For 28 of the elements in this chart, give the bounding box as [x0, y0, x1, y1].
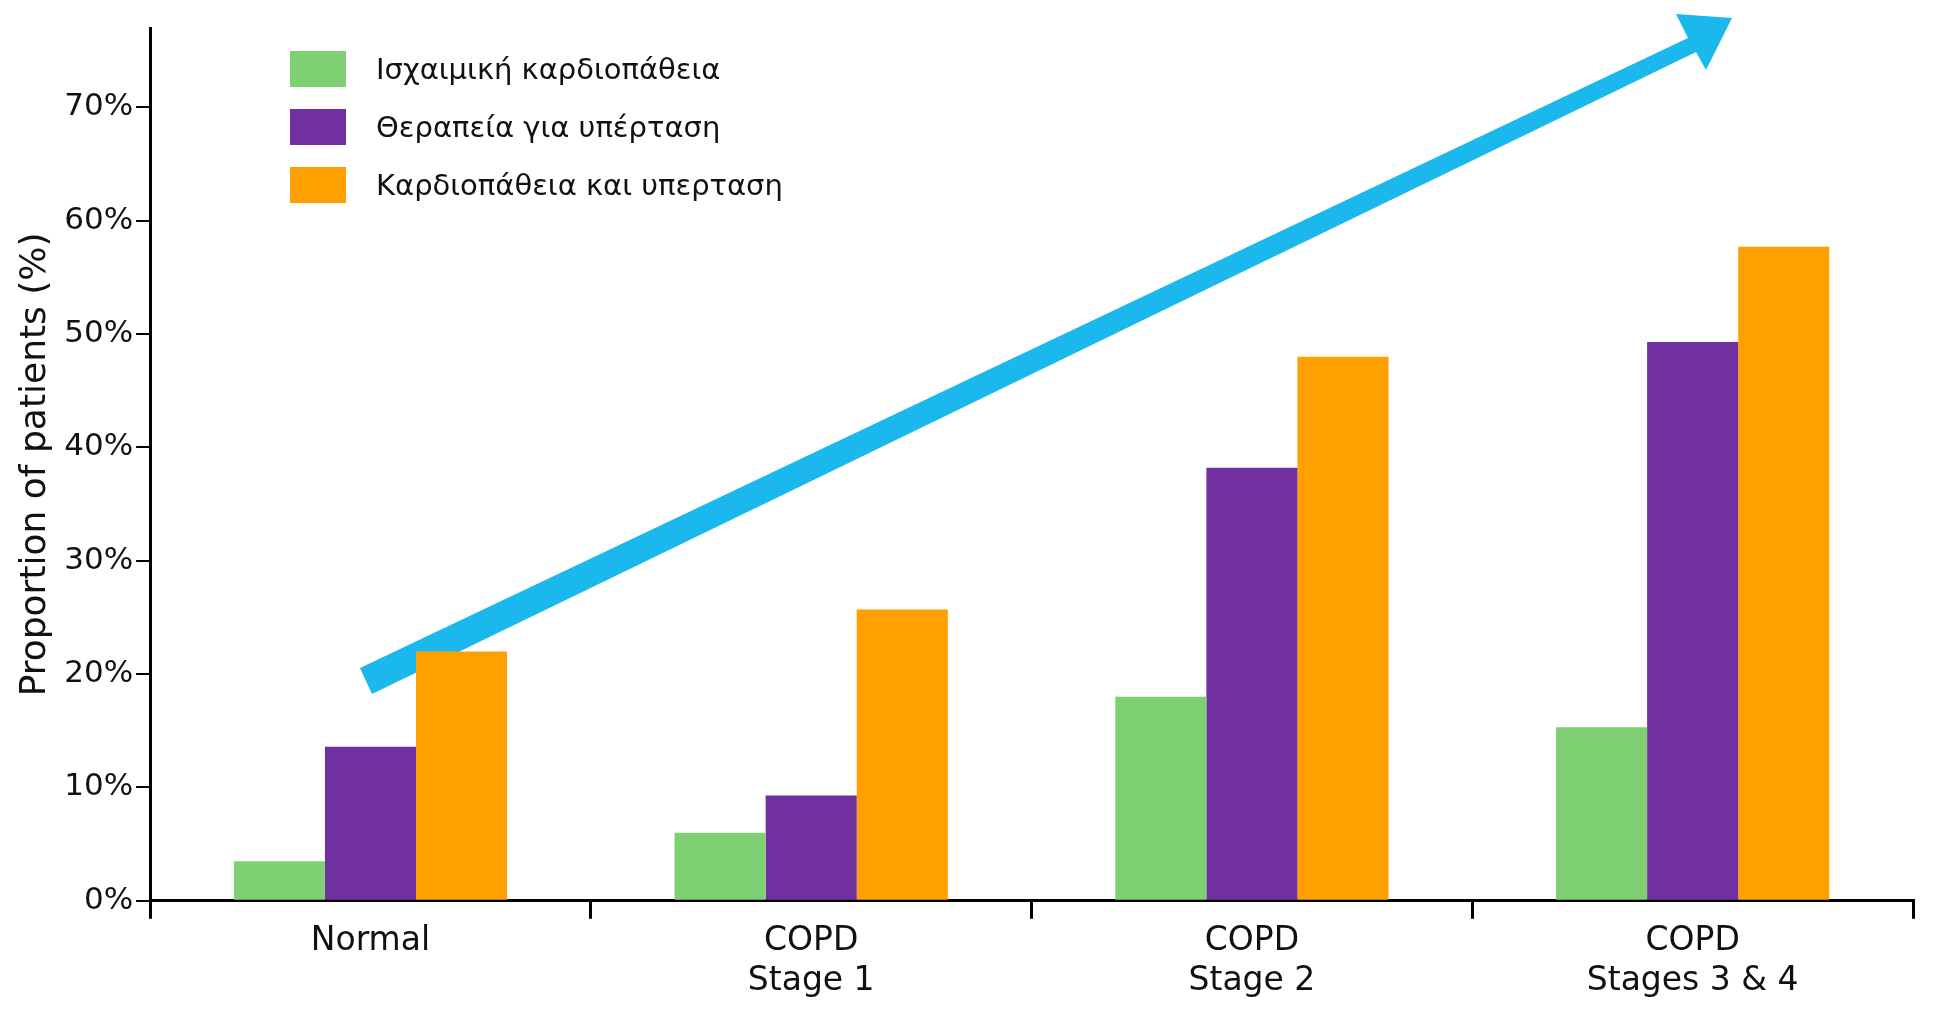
y-tick-label: 40% [64, 426, 134, 463]
y-tick-label: 30% [64, 539, 134, 576]
x-tick-label: COPD Stages 3 & 4 [1586, 919, 1799, 998]
bar [674, 832, 766, 900]
bar [1647, 341, 1739, 900]
bar [416, 651, 508, 900]
bar [1115, 696, 1207, 900]
x-tick-label: COPD Stage 1 [747, 919, 875, 998]
y-axis-title: Proportion of patients (%) [11, 232, 53, 697]
legend-label: Ισχαιμική καρδιοπάθεια [376, 52, 721, 86]
bar [1206, 467, 1298, 900]
bar [1738, 246, 1830, 900]
y-tick-label: 70% [64, 86, 134, 123]
x-tick-label: Normal [310, 919, 431, 959]
x-tick-label: COPD Stage 2 [1188, 919, 1316, 998]
bar [1556, 727, 1648, 900]
y-tick-label: 50% [64, 313, 134, 350]
bar [324, 746, 417, 900]
bar [765, 795, 857, 900]
legend-label: Θεραπεία για υπέρταση [376, 110, 721, 144]
y-tick-label: 20% [64, 653, 134, 690]
y-tick-label: 60% [64, 199, 134, 236]
legend-label: Καρδιοπάθεια και υπερταση [376, 168, 783, 202]
y-tick-label: 0% [83, 879, 134, 916]
bar [233, 861, 325, 900]
y-tick-label: 10% [64, 766, 134, 803]
bar [856, 609, 948, 900]
bar [1297, 356, 1389, 900]
